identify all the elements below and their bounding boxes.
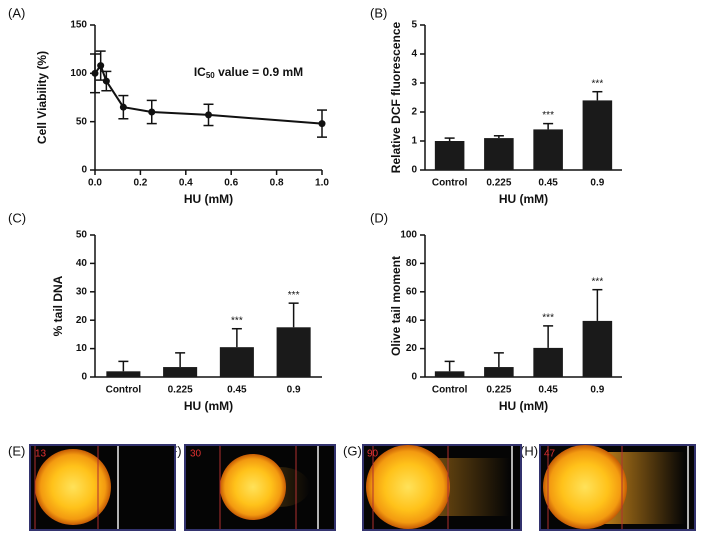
y-axis-label: Olive tail moment xyxy=(389,256,403,356)
bar xyxy=(484,138,514,170)
annotation-part: IC xyxy=(194,65,206,79)
x-tick-label: 1.0 xyxy=(315,178,329,189)
bar xyxy=(106,371,141,377)
bar xyxy=(219,347,254,377)
data-point xyxy=(205,111,212,119)
bar xyxy=(533,347,563,377)
x-tick-label: 0.225 xyxy=(486,385,511,396)
x-tick-label: 0.45 xyxy=(227,385,247,396)
data-point xyxy=(148,108,156,116)
x-tick-label: 0.45 xyxy=(538,385,558,396)
y-tick-label: 3 xyxy=(411,78,417,89)
x-tick-label: 0.8 xyxy=(270,178,284,189)
data-point xyxy=(119,103,127,111)
y-tick-label: 30 xyxy=(76,286,88,297)
y-tick-label: 5 xyxy=(411,20,417,31)
annotation-sub: 50 xyxy=(206,71,215,80)
x-axis-label: HU (mM) xyxy=(499,399,548,413)
bar xyxy=(582,100,613,170)
y-tick-label: 0 xyxy=(81,165,87,176)
y-tick-label: 50 xyxy=(76,116,88,127)
significance: *** xyxy=(542,110,554,121)
y-axis-label: Relative DCF fluorescence xyxy=(389,21,403,173)
x-tick-label: 0.0 xyxy=(88,178,102,189)
y-tick-label: 50 xyxy=(76,230,88,241)
data-point xyxy=(318,120,326,128)
x-tick-label: 0.4 xyxy=(179,178,193,189)
x-tick-label: 0.225 xyxy=(486,178,511,189)
x-tick-label: 0.45 xyxy=(538,178,558,189)
data-point xyxy=(97,62,105,70)
y-tick-label: 0 xyxy=(81,372,87,383)
bar xyxy=(484,367,514,377)
comet-image: 47 xyxy=(539,444,696,531)
comet-number: 30 xyxy=(190,449,202,460)
y-tick-label: 10 xyxy=(76,343,88,354)
significance: *** xyxy=(542,313,554,324)
y-axis-label: Cell Viability (%) xyxy=(35,51,49,144)
x-tick-label: 0.6 xyxy=(224,178,238,189)
panel-label: (H) xyxy=(520,443,538,458)
x-axis-label: HU (mM) xyxy=(499,192,548,206)
bar xyxy=(163,367,198,377)
data-point xyxy=(91,69,99,77)
y-axis-label: % tail DNA xyxy=(51,275,65,336)
significance: *** xyxy=(592,78,604,89)
y-tick-label: 150 xyxy=(70,20,87,31)
y-tick-label: 40 xyxy=(76,258,88,269)
panel-label: (C) xyxy=(8,210,26,225)
x-tick-label: 0.9 xyxy=(590,385,604,396)
x-tick-label: Control xyxy=(432,178,468,189)
y-tick-label: 0 xyxy=(411,372,417,383)
y-tick-label: 1 xyxy=(411,136,417,147)
comet-image: 13 xyxy=(29,444,176,531)
panel-label: (A) xyxy=(8,5,25,20)
y-tick-label: 20 xyxy=(406,343,418,354)
y-tick-label: 100 xyxy=(70,68,87,79)
x-axis-label: HU (mM) xyxy=(184,192,233,206)
bar xyxy=(533,129,563,170)
panel-label: (G) xyxy=(343,443,362,458)
comet-number: 90 xyxy=(367,449,379,460)
x-tick-label: 0.9 xyxy=(590,178,604,189)
y-tick-label: 100 xyxy=(400,230,417,241)
bar xyxy=(276,327,311,377)
bar xyxy=(582,320,613,377)
comet-image: 90 xyxy=(362,444,522,531)
x-tick-label: 0.225 xyxy=(168,385,193,396)
significance: *** xyxy=(592,276,604,287)
y-tick-label: 4 xyxy=(411,49,417,60)
x-tick-label: 0.9 xyxy=(287,385,301,396)
significance: *** xyxy=(231,315,243,326)
y-tick-label: 80 xyxy=(406,258,418,269)
data-point xyxy=(102,77,110,85)
x-tick-label: Control xyxy=(432,385,468,396)
comet-number: 47 xyxy=(544,449,556,460)
comet-image: 30 xyxy=(184,444,336,531)
annotation-part: value = 0.9 mM xyxy=(215,65,303,79)
x-tick-label: 0.2 xyxy=(133,178,147,189)
y-tick-label: 20 xyxy=(76,315,88,326)
y-tick-label: 60 xyxy=(406,286,418,297)
significance: *** xyxy=(288,290,300,301)
panel-label: (D) xyxy=(370,210,388,225)
y-tick-label: 40 xyxy=(406,315,418,326)
comet-number: 13 xyxy=(35,449,47,460)
bar xyxy=(434,371,465,377)
y-tick-label: 0 xyxy=(411,165,417,176)
annotation: IC50 value = 0.9 mM xyxy=(194,65,303,80)
bar xyxy=(434,141,465,170)
x-tick-label: Control xyxy=(106,385,142,396)
panel-label: (B) xyxy=(370,5,387,20)
x-axis-label: HU (mM) xyxy=(184,399,233,413)
y-tick-label: 2 xyxy=(411,107,417,118)
panel-label: (E) xyxy=(8,443,25,458)
